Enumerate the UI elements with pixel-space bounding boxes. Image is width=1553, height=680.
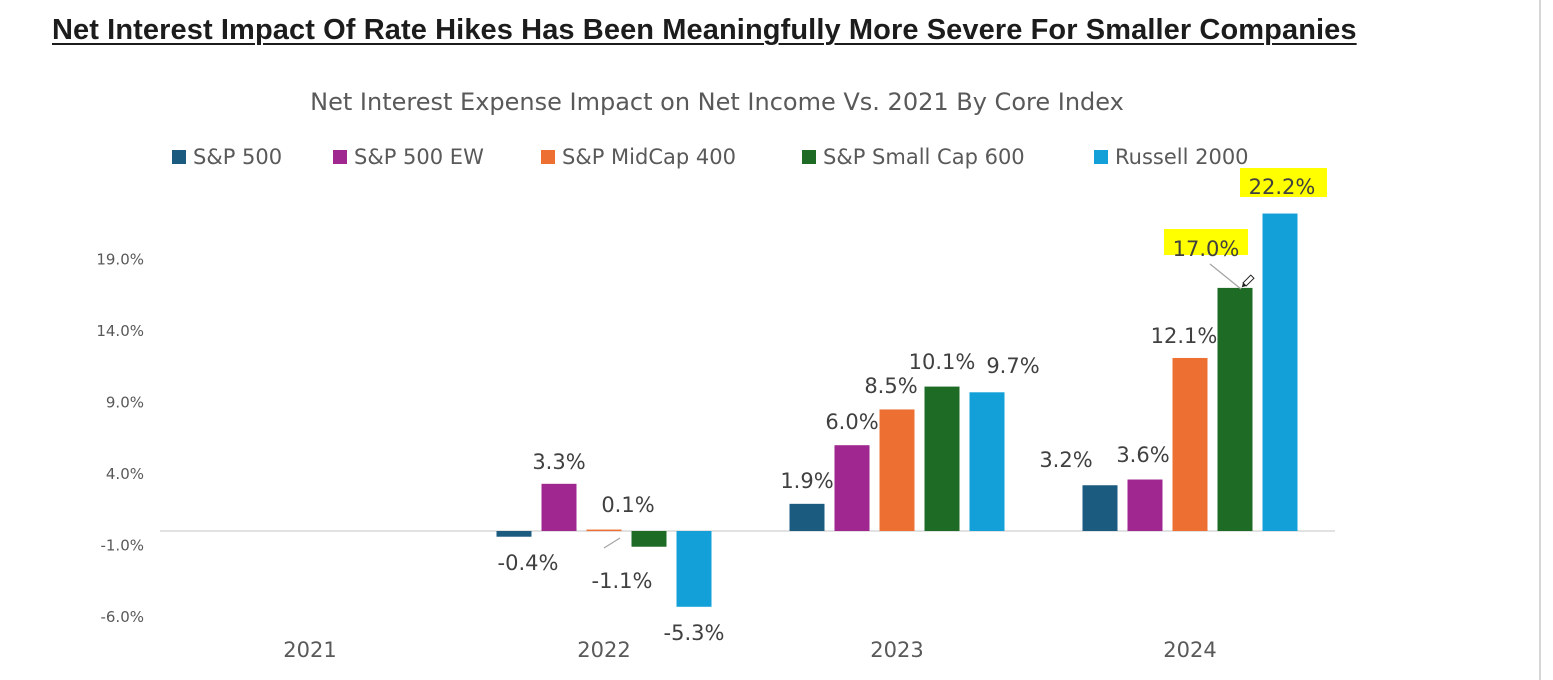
legend-label: S&P Small Cap 600 <box>823 145 1025 169</box>
bar <box>1172 357 1208 531</box>
data-label: 3.6% <box>1116 443 1169 467</box>
data-label: 0.1% <box>601 493 654 517</box>
data-label: 10.1% <box>909 350 976 374</box>
x-tick-label: 2021 <box>283 638 336 662</box>
legend-swatch <box>1094 150 1108 164</box>
pencil-cursor-icon <box>1241 274 1255 288</box>
legend-label: S&P 500 <box>193 145 282 169</box>
data-label: 12.1% <box>1151 324 1218 348</box>
bar <box>631 531 667 547</box>
bar <box>1127 479 1163 531</box>
legend-swatch <box>541 150 555 164</box>
legend-swatch <box>802 150 816 164</box>
y-tick-label: 4.0% <box>106 465 144 483</box>
y-axis: -6.0% -1.0% 4.0% 9.0% 14.0% 19.0% <box>96 250 144 626</box>
data-label: 3.2% <box>1039 448 1092 472</box>
right-border <box>1539 0 1541 680</box>
data-label: -0.4% <box>498 551 559 575</box>
bar <box>879 409 915 531</box>
legend-label: S&P 500 EW <box>354 145 484 169</box>
y-tick-label: -6.0% <box>100 608 144 626</box>
y-tick-label: 19.0% <box>96 250 144 268</box>
bar <box>676 531 712 607</box>
bar <box>924 386 960 531</box>
x-tick-label: 2024 <box>1163 638 1216 662</box>
bar <box>586 529 622 532</box>
bar <box>1217 287 1253 531</box>
data-label: 17.0% <box>1173 237 1240 261</box>
page-title: Net Interest Impact Of Rate Hikes Has Be… <box>52 14 1357 46</box>
legend-label: Russell 2000 <box>1115 145 1249 169</box>
legend-swatch <box>172 150 186 164</box>
leader-line <box>603 537 621 549</box>
legend-label: S&P MidCap 400 <box>562 145 736 169</box>
data-label: 3.3% <box>532 450 585 474</box>
data-label: -1.1% <box>592 569 653 593</box>
data-label: 8.5% <box>864 374 917 398</box>
y-tick-label: 14.0% <box>96 322 144 340</box>
data-label: 6.0% <box>825 410 878 434</box>
x-tick-label: 2022 <box>577 638 630 662</box>
data-label: 22.2% <box>1249 175 1316 199</box>
chart-title: Net Interest Expense Impact on Net Incom… <box>310 88 1124 116</box>
data-label: 1.9% <box>780 469 833 493</box>
bar <box>496 531 532 537</box>
leader-line <box>1209 263 1242 290</box>
label-highlight <box>1240 168 1327 197</box>
label-highlight <box>1164 229 1248 255</box>
data-label: 9.7% <box>986 354 1039 378</box>
bar <box>541 483 577 531</box>
x-tick-label: 2023 <box>870 638 923 662</box>
bar <box>1262 213 1298 532</box>
legend: S&P 500 S&P 500 EW S&P MidCap 400 S&P Small… <box>172 145 1249 169</box>
data-label: -5.3% <box>664 621 725 645</box>
bar <box>1082 485 1118 531</box>
y-tick-label: 9.0% <box>106 393 144 411</box>
bar <box>834 445 870 531</box>
bar <box>789 503 825 531</box>
legend-swatch <box>333 150 347 164</box>
bars <box>496 213 1298 607</box>
y-tick-label: -1.0% <box>100 536 144 554</box>
x-axis: 2021 2022 2023 2024 <box>283 638 1216 662</box>
data-labels: -0.4% 1.9% 3.2% 3.3% 6.0% 3.6% 0.1% 8.5% 12.1% -1… <box>498 168 1327 645</box>
bar <box>969 392 1005 531</box>
